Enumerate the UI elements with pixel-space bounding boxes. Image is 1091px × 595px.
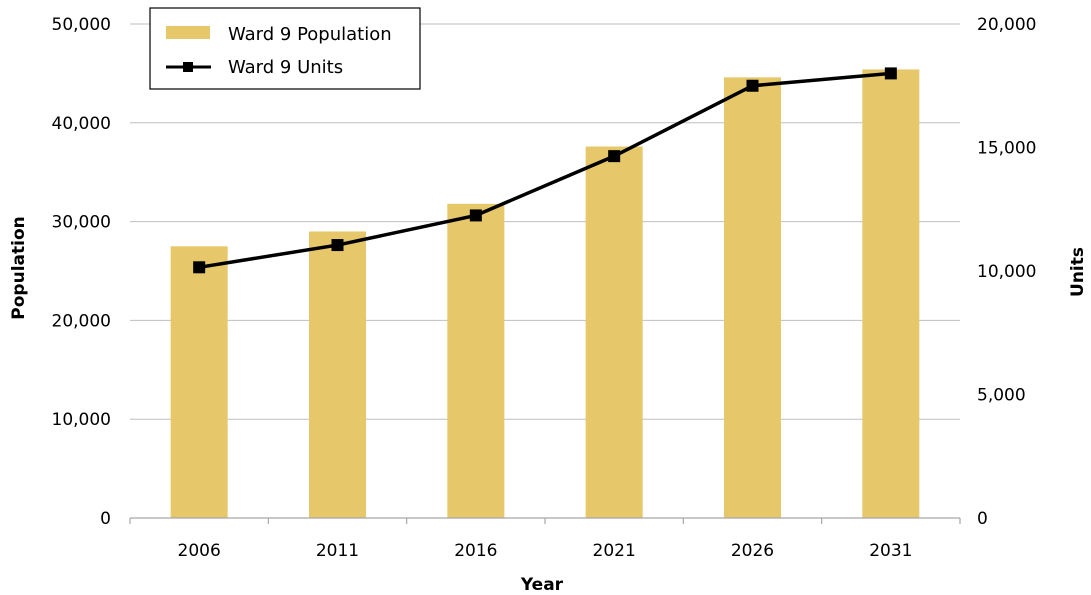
population-bars	[171, 69, 920, 518]
population-bar	[586, 147, 643, 518]
legend-population-swatch	[166, 26, 210, 39]
y-left-tick-label: 20,000	[52, 311, 111, 331]
units-point	[747, 80, 759, 92]
legend-population-label: Ward 9 Population	[228, 24, 392, 45]
population-bar	[447, 204, 504, 518]
x-tick-label: 2011	[316, 541, 359, 561]
y-axis-right: 0 5,000 10,000 15,000 20,000	[977, 15, 1036, 529]
x-tick-label: 2026	[731, 541, 774, 561]
legend-units-label: Ward 9 Units	[228, 57, 343, 78]
population-bar	[171, 246, 228, 518]
x-tick-label: 2031	[869, 541, 912, 561]
legend: Ward 9 Population Ward 9 Units	[150, 8, 420, 89]
legend-units-marker	[183, 62, 193, 72]
population-bar	[862, 69, 919, 518]
y-left-tick-label: 40,000	[52, 114, 111, 134]
x-tick-label: 2021	[593, 541, 636, 561]
y-axis-left: 0 10,000 20,000 30,000 40,000 50,000	[52, 15, 111, 529]
y-axis-left-title: Population	[9, 216, 29, 319]
y-left-tick-label: 30,000	[52, 213, 111, 233]
population-bar	[309, 231, 366, 518]
y-right-tick-label: 10,000	[977, 262, 1036, 282]
x-tick-label: 2006	[178, 541, 221, 561]
units-line-series	[193, 67, 897, 273]
units-point	[885, 67, 897, 79]
units-line	[199, 73, 891, 267]
y-left-tick-label: 10,000	[52, 410, 111, 430]
units-point	[470, 209, 482, 221]
x-axis: 2006 2011 2016 2021 2026 2031	[130, 518, 960, 561]
population-bar	[724, 77, 781, 518]
x-axis-title: Year	[520, 575, 564, 595]
units-point	[608, 150, 620, 162]
units-point	[332, 239, 344, 251]
y-left-tick-label: 50,000	[52, 15, 111, 35]
y-left-tick-label: 0	[100, 509, 111, 529]
y-right-tick-label: 0	[977, 509, 988, 529]
units-point	[193, 261, 205, 273]
y-right-tick-label: 20,000	[977, 15, 1036, 35]
y-right-tick-label: 5,000	[977, 386, 1026, 406]
y-right-tick-label: 15,000	[977, 139, 1036, 159]
x-tick-label: 2016	[454, 541, 497, 561]
y-axis-right-title: Units	[1068, 247, 1088, 297]
